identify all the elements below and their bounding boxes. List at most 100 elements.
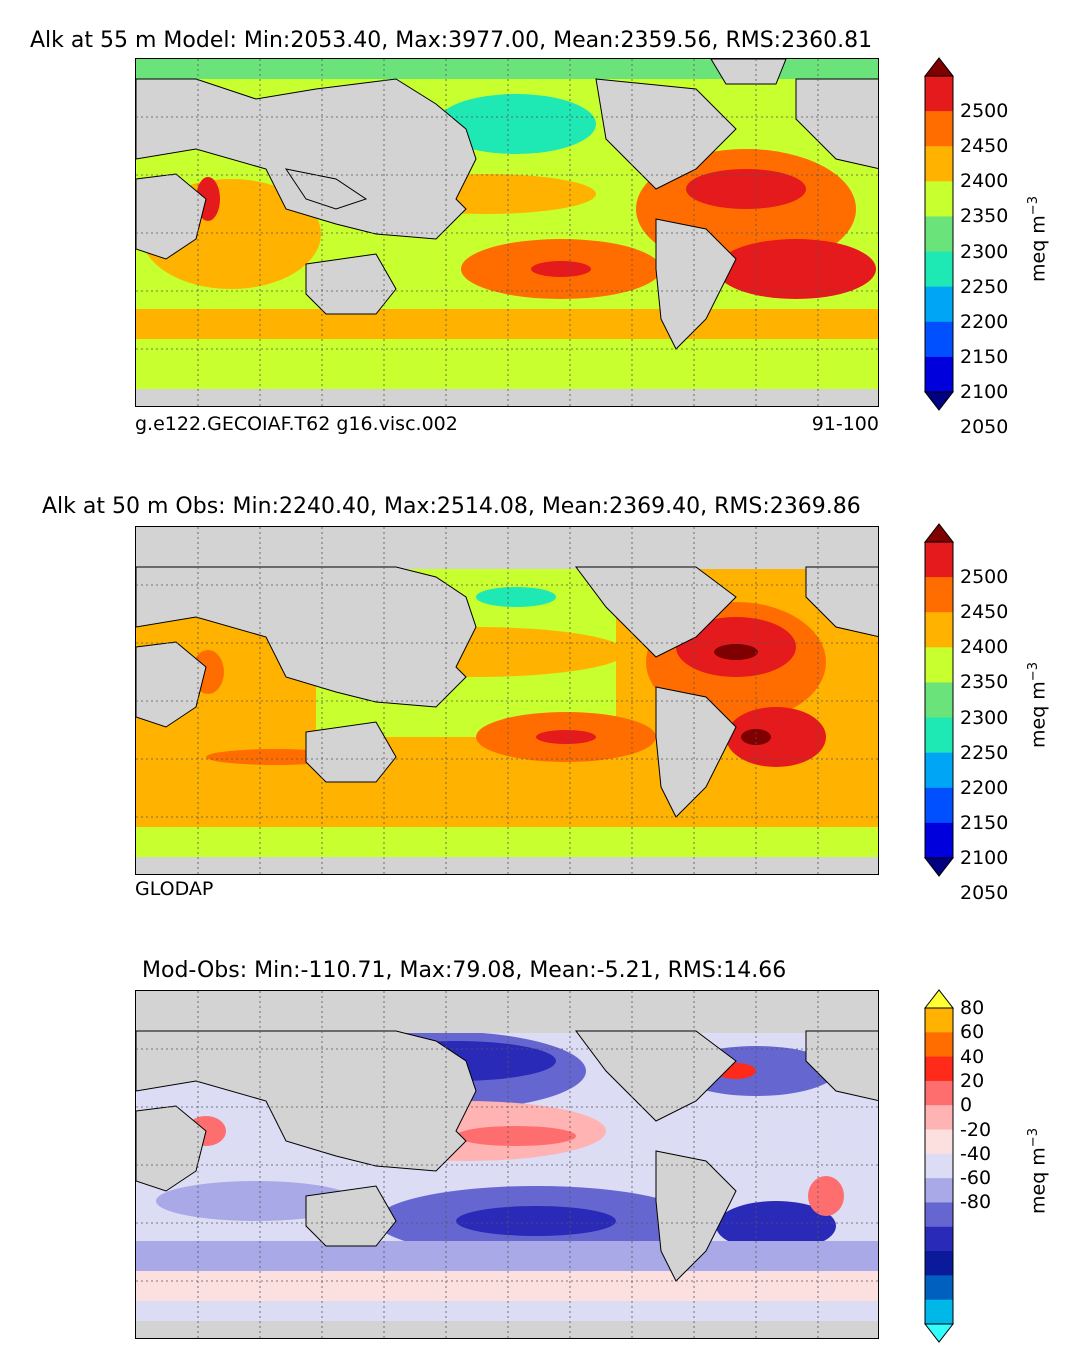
north-america — [575, 566, 737, 658]
south-pacific-core — [456, 1206, 616, 1236]
colorbar-segment — [925, 216, 953, 253]
unit-sup: −3 — [1026, 196, 1041, 216]
africa-west — [136, 641, 207, 728]
colorbar-tick-label: 2500 — [960, 100, 1009, 123]
colorbar-tick-label: 2100 — [960, 381, 1009, 403]
colorbar-tick-label: 2250 — [960, 741, 1009, 764]
colorbar-segment — [925, 1251, 953, 1276]
unit-label-model: meq m−3 — [1026, 196, 1049, 282]
eurasia — [136, 566, 477, 708]
colorbar-segment — [925, 1080, 953, 1106]
colorbar-extend-top — [923, 989, 955, 1009]
south-atlantic — [716, 239, 876, 299]
map-diff-svg — [136, 991, 878, 1338]
colorbar-segment — [925, 577, 953, 613]
colorbar-tick-label: -40 — [960, 1142, 992, 1165]
arctic-land — [136, 527, 878, 569]
caption-left-model: g.e122.GECOIAF.T62 g16.visc.002 — [135, 413, 458, 435]
colorbar-segment — [925, 1105, 953, 1131]
unit-label-obs: meq m−3 — [1026, 662, 1049, 748]
colorbar-frame — [924, 1007, 954, 1325]
eurasia — [136, 78, 477, 240]
colorbar-segment — [925, 647, 953, 683]
map-model — [135, 58, 879, 407]
colorbar-obs — [923, 523, 955, 877]
unit-text: meq m — [1027, 681, 1050, 748]
colorbar-tick-label: 2300 — [960, 240, 1009, 263]
colorbar-tick-label: 2350 — [960, 671, 1009, 694]
europe-africa-east — [805, 1030, 878, 1102]
colorbar-extend-bottom — [923, 1323, 955, 1343]
colorbar-tick-label: 2350 — [960, 205, 1009, 228]
colorbar-tick-label: 60 — [960, 1021, 985, 1044]
south-america — [655, 218, 737, 350]
caption-right-model: 91-100 — [811, 413, 879, 435]
colorbar-extend-bottom — [923, 391, 955, 411]
arctic-band — [136, 59, 878, 79]
colorbar-tick-label: 2100 — [960, 847, 1009, 869]
chart-title-diff: Mod-Obs: Min:-110.71, Max:79.08, Mean:-5… — [142, 958, 787, 983]
antarctica — [136, 857, 878, 874]
colorbar-segment — [925, 717, 953, 754]
colorbar-tick-label: 20 — [960, 1069, 985, 1092]
map-diff — [135, 990, 879, 1339]
colorbar-tick-label: 2050 — [960, 416, 1009, 439]
south-atlantic — [726, 707, 826, 767]
colorbar-tick-label: 40 — [960, 1045, 985, 1068]
southern-ocean-band — [136, 349, 878, 389]
unit-label-diff: meq m−3 — [1026, 1128, 1049, 1214]
gridlines — [136, 991, 878, 1338]
colorbar-extend-bottom — [923, 857, 955, 877]
eurasia — [136, 1030, 477, 1172]
greenland — [710, 59, 787, 85]
india — [284, 168, 368, 210]
south-atlantic-neg — [716, 1201, 836, 1251]
colorbar-segment — [925, 321, 953, 358]
colorbar-segment — [925, 1299, 953, 1325]
colorbar-segment — [925, 146, 953, 182]
colorbar-tick-label: 2300 — [960, 706, 1009, 729]
colorbar-tick-label: 2450 — [960, 135, 1009, 158]
caption-left-obs: GLODAP — [135, 878, 214, 900]
colorbar-segment — [925, 612, 953, 648]
south-pacific-core — [531, 261, 591, 277]
colorbar-obs-svg — [923, 523, 955, 877]
colorbar-segment — [925, 251, 953, 288]
colorbar-tick-label: -80 — [960, 1191, 992, 1214]
tropical-pacific-core — [456, 1126, 576, 1146]
colorbar-tick-label: -60 — [960, 1167, 992, 1190]
colorbar-tick-label: 2400 — [960, 170, 1009, 193]
europe-africa-east — [795, 78, 878, 170]
colorbar-tick-label: 2150 — [960, 345, 1009, 368]
africa-west — [136, 173, 207, 260]
colorbar-tick-label: -20 — [960, 1118, 992, 1141]
gridlines — [136, 59, 878, 406]
colorbar-segment — [925, 1032, 953, 1058]
unit-text: meq m — [1027, 1147, 1050, 1214]
colorbar-segment — [925, 1129, 953, 1155]
colorbar-model — [923, 57, 955, 411]
colorbar-tick-label: 2150 — [960, 811, 1009, 834]
colorbar-extend-top — [923, 57, 955, 77]
southern-neg — [136, 1241, 878, 1271]
south-america — [655, 686, 737, 818]
colorbar-segment — [925, 1226, 953, 1252]
colorbar-tick-label: 2050 — [960, 882, 1009, 905]
north-atlantic-core — [686, 169, 806, 209]
colorbar-tick-label: 2400 — [960, 636, 1009, 659]
colorbar-tick-label: 2500 — [960, 566, 1009, 589]
colorbar-tick-label: 2450 — [960, 601, 1009, 624]
antarctica — [136, 1321, 878, 1338]
colorbar-segment — [925, 111, 953, 147]
unit-sup: −3 — [1026, 662, 1041, 682]
map-obs — [135, 526, 879, 875]
antarctica — [136, 389, 878, 406]
north-america — [595, 78, 737, 190]
south-america — [655, 1150, 737, 1282]
north-atlantic-max — [714, 644, 758, 660]
australia — [305, 253, 397, 315]
southern-ocean-band — [136, 827, 878, 857]
colorbar-segment — [925, 822, 953, 859]
colorbar-segment — [925, 542, 953, 578]
colorbar-segment — [925, 1178, 953, 1203]
